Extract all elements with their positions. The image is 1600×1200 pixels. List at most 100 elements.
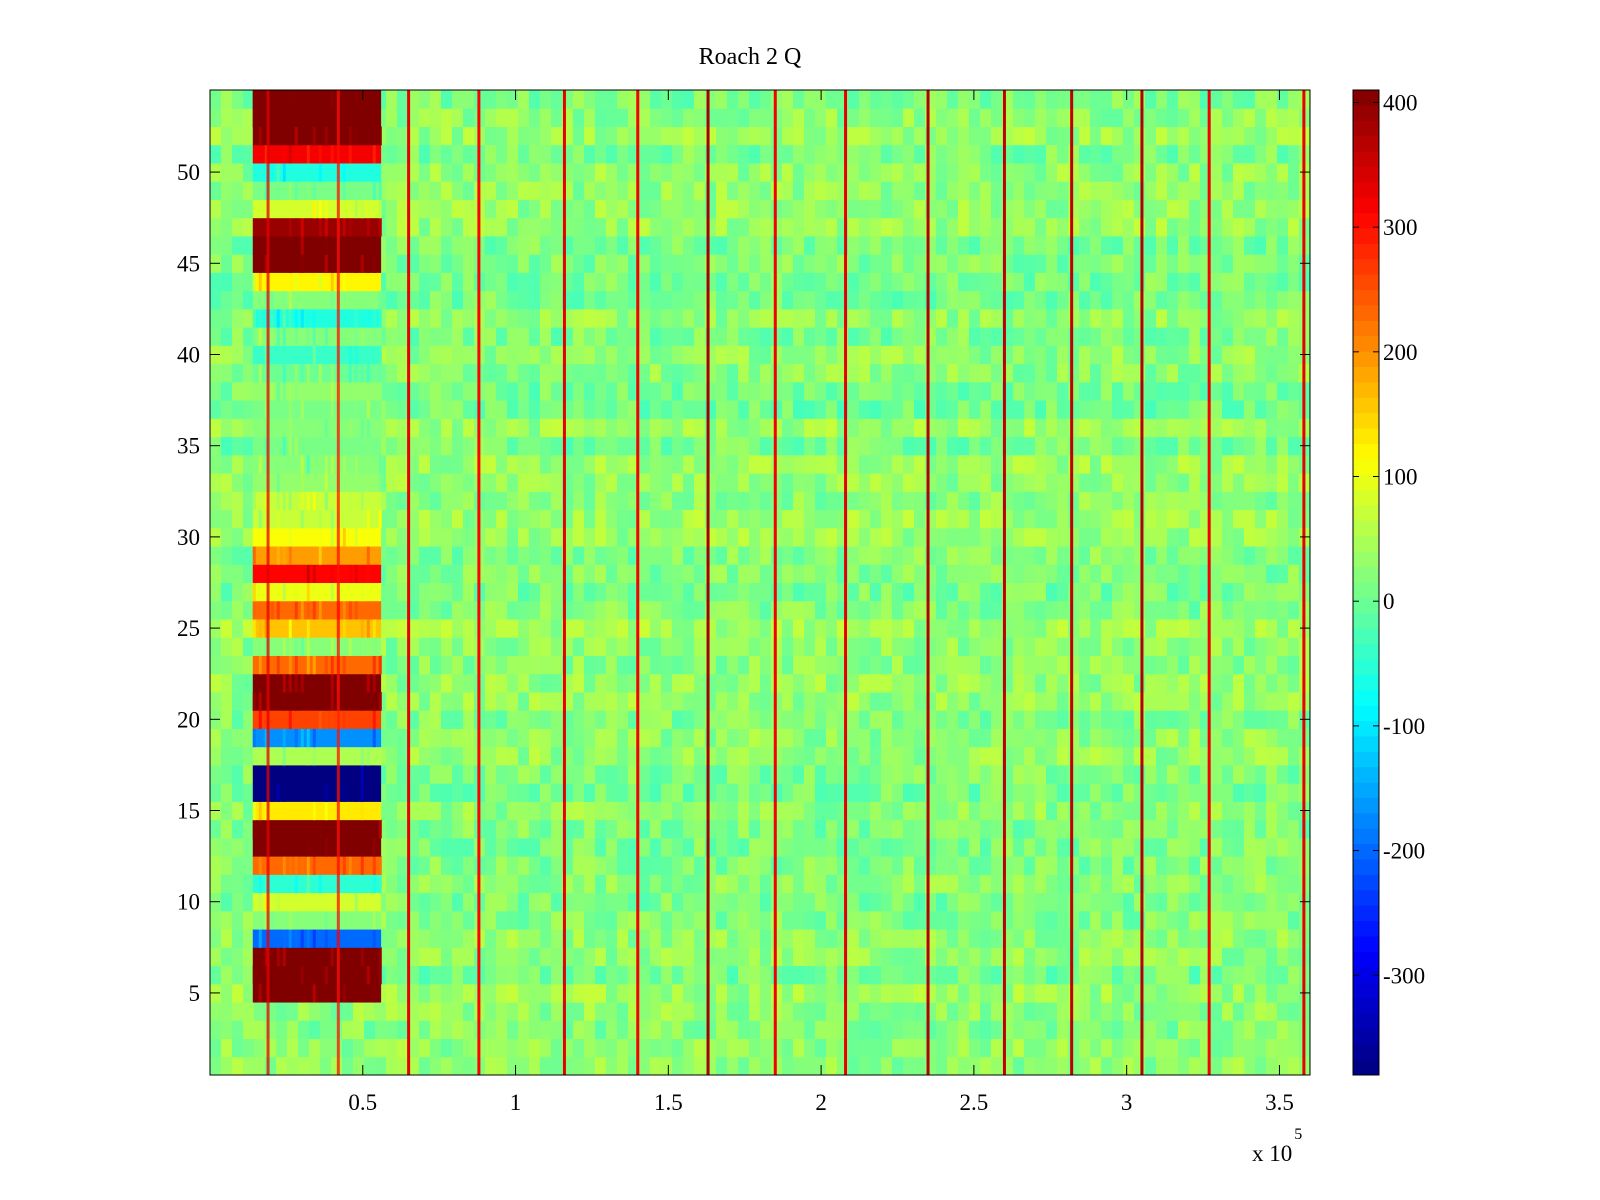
heatmap-cell xyxy=(1134,254,1146,273)
heatmap-cell xyxy=(1024,837,1036,857)
heatmap-cell xyxy=(1211,929,1223,948)
heatmap-cell xyxy=(760,217,772,237)
heatmap-cell xyxy=(991,454,1003,474)
heatmap-cell xyxy=(694,892,706,912)
heatmap-cell xyxy=(441,308,453,328)
heatmap-cell xyxy=(991,491,1003,511)
heatmap-cell xyxy=(1035,746,1047,766)
heatmap-cell xyxy=(980,983,992,1003)
heatmap-cell xyxy=(1178,837,1190,857)
heatmap-cell xyxy=(419,1056,431,1076)
heatmap-cell xyxy=(463,363,475,383)
heatmap-cell xyxy=(1211,1002,1223,1021)
heatmap-cell xyxy=(595,783,607,802)
heatmap-cell xyxy=(551,947,563,967)
heatmap-cell xyxy=(562,728,574,748)
heatmap-cell xyxy=(507,1038,519,1058)
heatmap-cell xyxy=(1079,983,1091,1003)
heatmap-cell xyxy=(639,199,651,219)
heatmap-cell xyxy=(254,1002,266,1021)
heatmap-cell xyxy=(243,691,255,711)
heatmap-cell xyxy=(243,746,255,766)
heatmap-cell xyxy=(925,290,937,310)
heatmap-cell xyxy=(452,947,464,967)
heatmap-cell xyxy=(859,746,871,766)
heatmap-cell xyxy=(859,546,871,565)
heatmap-cell xyxy=(749,1002,761,1021)
heatmap-cell xyxy=(243,546,255,565)
heatmap-cell xyxy=(1244,746,1256,766)
heatmap-cell xyxy=(1145,892,1157,912)
heatmap-cell xyxy=(705,892,717,912)
heatmap-cell xyxy=(1211,308,1223,328)
heatmap-cell xyxy=(859,564,871,583)
heatmap-cell xyxy=(419,290,431,310)
heatmap-cell xyxy=(485,710,497,729)
heatmap-cell xyxy=(441,1020,453,1040)
heatmap-cell xyxy=(298,1056,310,1076)
heatmap-cell xyxy=(760,564,772,583)
heatmap-cell xyxy=(397,546,409,565)
heatmap-cell xyxy=(870,181,882,200)
heatmap-cell xyxy=(738,1020,750,1040)
heatmap-cell xyxy=(1123,235,1135,255)
heatmap-cell xyxy=(1057,764,1069,784)
heatmap-cell xyxy=(507,363,519,383)
heatmap-cell xyxy=(1046,436,1058,456)
heatmap-cell xyxy=(221,546,233,565)
heatmap-cell xyxy=(397,199,409,219)
heatmap-cell xyxy=(936,308,948,328)
heatmap-cell xyxy=(1002,290,1014,310)
heatmap-cell xyxy=(617,418,629,438)
heatmap-cell xyxy=(518,600,530,620)
heatmap-cell xyxy=(1189,1056,1201,1076)
heatmap-cell xyxy=(925,400,937,419)
heatmap-cell xyxy=(1255,162,1267,182)
heatmap-cell xyxy=(1024,673,1036,693)
heatmap-cell xyxy=(870,418,882,438)
heatmap-cell xyxy=(243,199,255,219)
heatmap-cell xyxy=(936,217,948,237)
heatmap-cell xyxy=(870,290,882,310)
heatmap-cell xyxy=(716,856,728,875)
heatmap-cell xyxy=(881,764,893,784)
heatmap-cell xyxy=(243,235,255,255)
heatmap-cell xyxy=(375,1020,387,1040)
heatmap-cell xyxy=(408,181,420,200)
heatmap-cell xyxy=(265,1002,277,1021)
heatmap-cell xyxy=(1057,856,1069,875)
heatmap-cell xyxy=(518,1038,530,1058)
heatmap-cell xyxy=(397,564,409,583)
heatmap-cell xyxy=(1167,819,1179,839)
heatmap-cell xyxy=(210,1038,222,1058)
heatmap-cell xyxy=(573,272,585,292)
heatmap-cell xyxy=(672,618,684,638)
heatmap-cell xyxy=(738,582,750,602)
heatmap-cell xyxy=(1222,947,1234,967)
heatmap-cell xyxy=(441,527,453,547)
heatmap-cell xyxy=(243,308,255,328)
heatmap-cell xyxy=(672,856,684,875)
heatmap-cell xyxy=(1233,199,1245,219)
heatmap-cell xyxy=(870,1056,882,1076)
heatmap-cell xyxy=(551,199,563,219)
heatmap-cell xyxy=(221,819,233,839)
heatmap-cell xyxy=(958,983,970,1003)
heatmap-cell xyxy=(628,929,640,948)
heatmap-cell xyxy=(1035,655,1047,675)
heatmap-cell xyxy=(1233,181,1245,200)
heatmap-cell xyxy=(672,947,684,967)
heatmap-cell xyxy=(760,1056,772,1076)
heatmap-cell xyxy=(705,527,717,547)
heatmap-cell xyxy=(243,856,255,875)
heatmap-cell xyxy=(826,345,838,365)
heatmap-cell xyxy=(1068,637,1080,656)
heatmap-cell xyxy=(1013,272,1025,292)
heatmap-cell xyxy=(441,290,453,310)
heatmap-cell xyxy=(518,345,530,365)
heatmap-cell xyxy=(837,418,849,438)
heatmap-cell xyxy=(243,527,255,547)
heatmap-cell xyxy=(727,235,739,255)
heatmap-cell xyxy=(485,673,497,693)
heatmap-cell xyxy=(914,728,926,748)
